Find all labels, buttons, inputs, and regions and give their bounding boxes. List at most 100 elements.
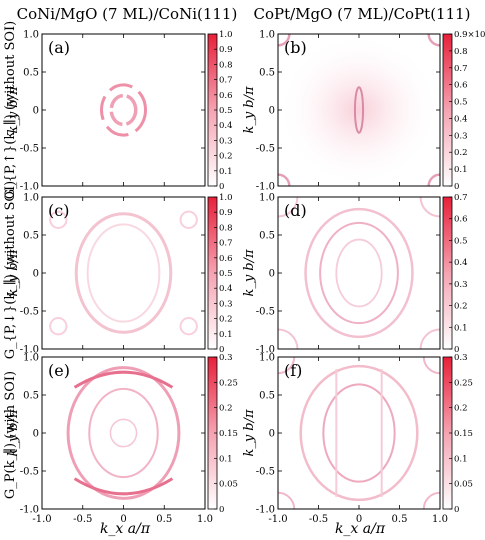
column-title-left: CoNi/MgO (7 ML)/CoNi(111) xyxy=(17,5,238,23)
column-title-right: CoPt/MgO (7 ML)/CoPt(111) xyxy=(253,5,470,23)
colorbar-tick-label: 0.5 xyxy=(454,98,468,108)
row-label-with-soi: G_P(k_∥) (with SOI) xyxy=(3,371,18,499)
y-tick-label: -0.5 xyxy=(256,144,275,155)
colorbar-tick-label: 0.7 xyxy=(219,239,233,249)
y-axis-label: k_y b/π xyxy=(6,249,21,297)
heatmap-panel: (d) 1.0 0.5 0 -0.5 -1.0 k_y b/π 0.7 0.6 0.5 0.4 0.3… xyxy=(242,193,468,356)
colorbar-tick-label: 0.05 xyxy=(454,480,473,490)
colorbar-tick-label: 0.2 xyxy=(219,404,233,414)
y-axis-label: k_y b/π xyxy=(242,249,257,297)
x-tick-label: 0 xyxy=(120,514,126,525)
y-tick-label: 1.0 xyxy=(259,353,275,364)
corner-feature xyxy=(179,317,198,336)
corner-feature xyxy=(49,317,68,336)
y-tick-label: 0.5 xyxy=(259,68,275,79)
colorbar-tick-label: 0.6 xyxy=(454,81,468,91)
y-tick-label: -0.5 xyxy=(20,467,39,478)
x-tick-label: -0.5 xyxy=(73,514,92,525)
colorbar-tick-label: 0.05 xyxy=(219,480,238,490)
colorbar-tick-label: 0.4 xyxy=(454,258,468,268)
x-axis-label-right: k_x a/π xyxy=(335,521,386,537)
colorbar-tick-label: 0 xyxy=(454,505,459,515)
heatmap-panel: (f) -1.0 -0.5 0 0.5 1.0 1.0 0.5 0 -0.5 -1.0 k_y b/π… xyxy=(242,353,473,526)
plot-area xyxy=(42,34,205,186)
y-tick-label: 0.5 xyxy=(23,68,39,79)
colorbar-tick-label: 1.0 xyxy=(219,30,233,40)
corner-feature xyxy=(49,210,68,229)
colorbar-tick-label: 0.3 xyxy=(454,353,468,363)
ring-inner xyxy=(109,93,138,127)
y-tick-label: 0.5 xyxy=(23,231,39,242)
panels: (a) 1.0 0.5 0 -0.5 -1.0 k_y b/π 1.0 0.9 0.8 0.7 0.6… xyxy=(6,30,485,526)
panel-label: (a) xyxy=(48,38,70,57)
x-tick-label: -1.0 xyxy=(268,514,287,525)
ellipse-inner xyxy=(86,223,161,323)
colorbar-tick-label: 0.2 xyxy=(219,152,233,162)
y-tick-label: 0.5 xyxy=(259,231,275,242)
colorbar-tick-label: 0.2 xyxy=(454,148,468,158)
colorbar-tick-label: 0.3 xyxy=(454,131,468,141)
colorbar-tick-label: 0.7 xyxy=(454,64,468,74)
ellipse-inner xyxy=(322,383,396,483)
panel-label: (d) xyxy=(284,201,307,220)
bright-arc-top xyxy=(73,370,174,389)
heatmap-panel: (b) 1.0 0.5 0 -0.5 -1.0 k_y b/π 0.9×10⁻² 0.8 0.7 0… xyxy=(242,30,485,193)
colorbar-tick-label: 0.6 xyxy=(454,215,468,225)
ellipse-mid xyxy=(319,221,399,325)
colorbar-tick-label: 0.5 xyxy=(219,269,233,279)
colorbar-tick-label: 0.3 xyxy=(219,299,233,309)
y-axis-label: k_y b/π xyxy=(242,86,257,134)
colorbar-tick-label: 0.3 xyxy=(219,353,233,363)
panel-label: (e) xyxy=(48,361,70,380)
colorbar-tick-label: 0.15 xyxy=(219,429,238,439)
colorbar-tick-label: 0.7 xyxy=(219,76,233,86)
colorbar-tick-label: 0.3 xyxy=(219,136,233,146)
ellipse-outer xyxy=(299,364,419,502)
y-tick-label: -1.0 xyxy=(256,505,275,516)
heatmap-panel: (c) 1.0 0.5 0 -0.5 -1.0 k_y b/π 1.0 0.9 0.8 0.7 0.6… xyxy=(6,193,233,356)
colorbar-tick-label: 0 xyxy=(219,345,224,355)
y-tick-label: -1.0 xyxy=(20,505,39,516)
colorbar-tick-label: 0.1 xyxy=(454,454,468,464)
heatmap-panel: (a) 1.0 0.5 0 -0.5 -1.0 k_y b/π 1.0 0.9 0.8 0.7 0.6… xyxy=(6,30,233,193)
colorbar-tick-label: 0.1 xyxy=(219,454,233,464)
y-tick-label: 0.5 xyxy=(259,391,275,402)
colorbar-tick-label: 0.2 xyxy=(219,315,233,325)
y-tick-label: 0 xyxy=(33,106,39,117)
y-tick-label: 1.0 xyxy=(259,30,275,41)
y-tick-label: 0 xyxy=(269,106,275,117)
colorbar-tick-label: 0.1 xyxy=(219,167,233,177)
colorbar-tick-label: 0.4 xyxy=(219,284,233,294)
ellipse-outer xyxy=(304,207,414,339)
ellipse-outer xyxy=(66,366,181,500)
panel-label: (c) xyxy=(48,201,69,220)
colorbar-tick-label: 0.15 xyxy=(454,429,473,439)
colorbar-tick-label: 0.7 xyxy=(454,193,468,203)
y-tick-label: 1.0 xyxy=(23,193,39,204)
x-tick-label: 0 xyxy=(356,514,362,525)
panel-label: (f) xyxy=(284,361,302,380)
y-tick-label: 1.0 xyxy=(23,30,39,41)
colorbar-tick-label: 0.25 xyxy=(454,378,473,388)
colorbar-tick-label: 0.6 xyxy=(219,254,233,264)
y-tick-label: -1.0 xyxy=(20,345,39,356)
corner-feature xyxy=(179,210,198,229)
y-tick-label: -0.5 xyxy=(256,467,275,478)
y-tick-label: -0.5 xyxy=(20,144,39,155)
x-axis-label-left: k_x a/π xyxy=(100,521,151,537)
row-label-spin-down: G_{P,↓}(k_∥) (without SOI) xyxy=(3,181,18,360)
y-tick-label: -1.0 xyxy=(256,345,275,356)
row-label-spin-up: G_{P,↑}(k_∥) (without SOI) xyxy=(3,21,18,200)
x-tick-label: -0.5 xyxy=(309,514,328,525)
y-tick-label: 1.0 xyxy=(259,193,275,204)
colorbar-tick-label: 0.4 xyxy=(454,114,468,124)
x-tick-label: 0.5 xyxy=(156,514,172,525)
y-tick-label: 0 xyxy=(33,429,39,440)
bright-arc-bottom xyxy=(73,477,174,496)
colorbar-tick-label: 0.5 xyxy=(219,106,233,116)
heatmap-panel: (e) -1.0 -0.5 0 0.5 1.0 1.0 0.5 0 -0.5 -1.0 k_y b/π… xyxy=(6,353,238,526)
colorbar-tick-label: 0.6 xyxy=(219,91,233,101)
x-tick-label: 1.0 xyxy=(432,514,448,525)
ellipse-inner xyxy=(88,387,159,479)
colorbar xyxy=(442,33,453,187)
